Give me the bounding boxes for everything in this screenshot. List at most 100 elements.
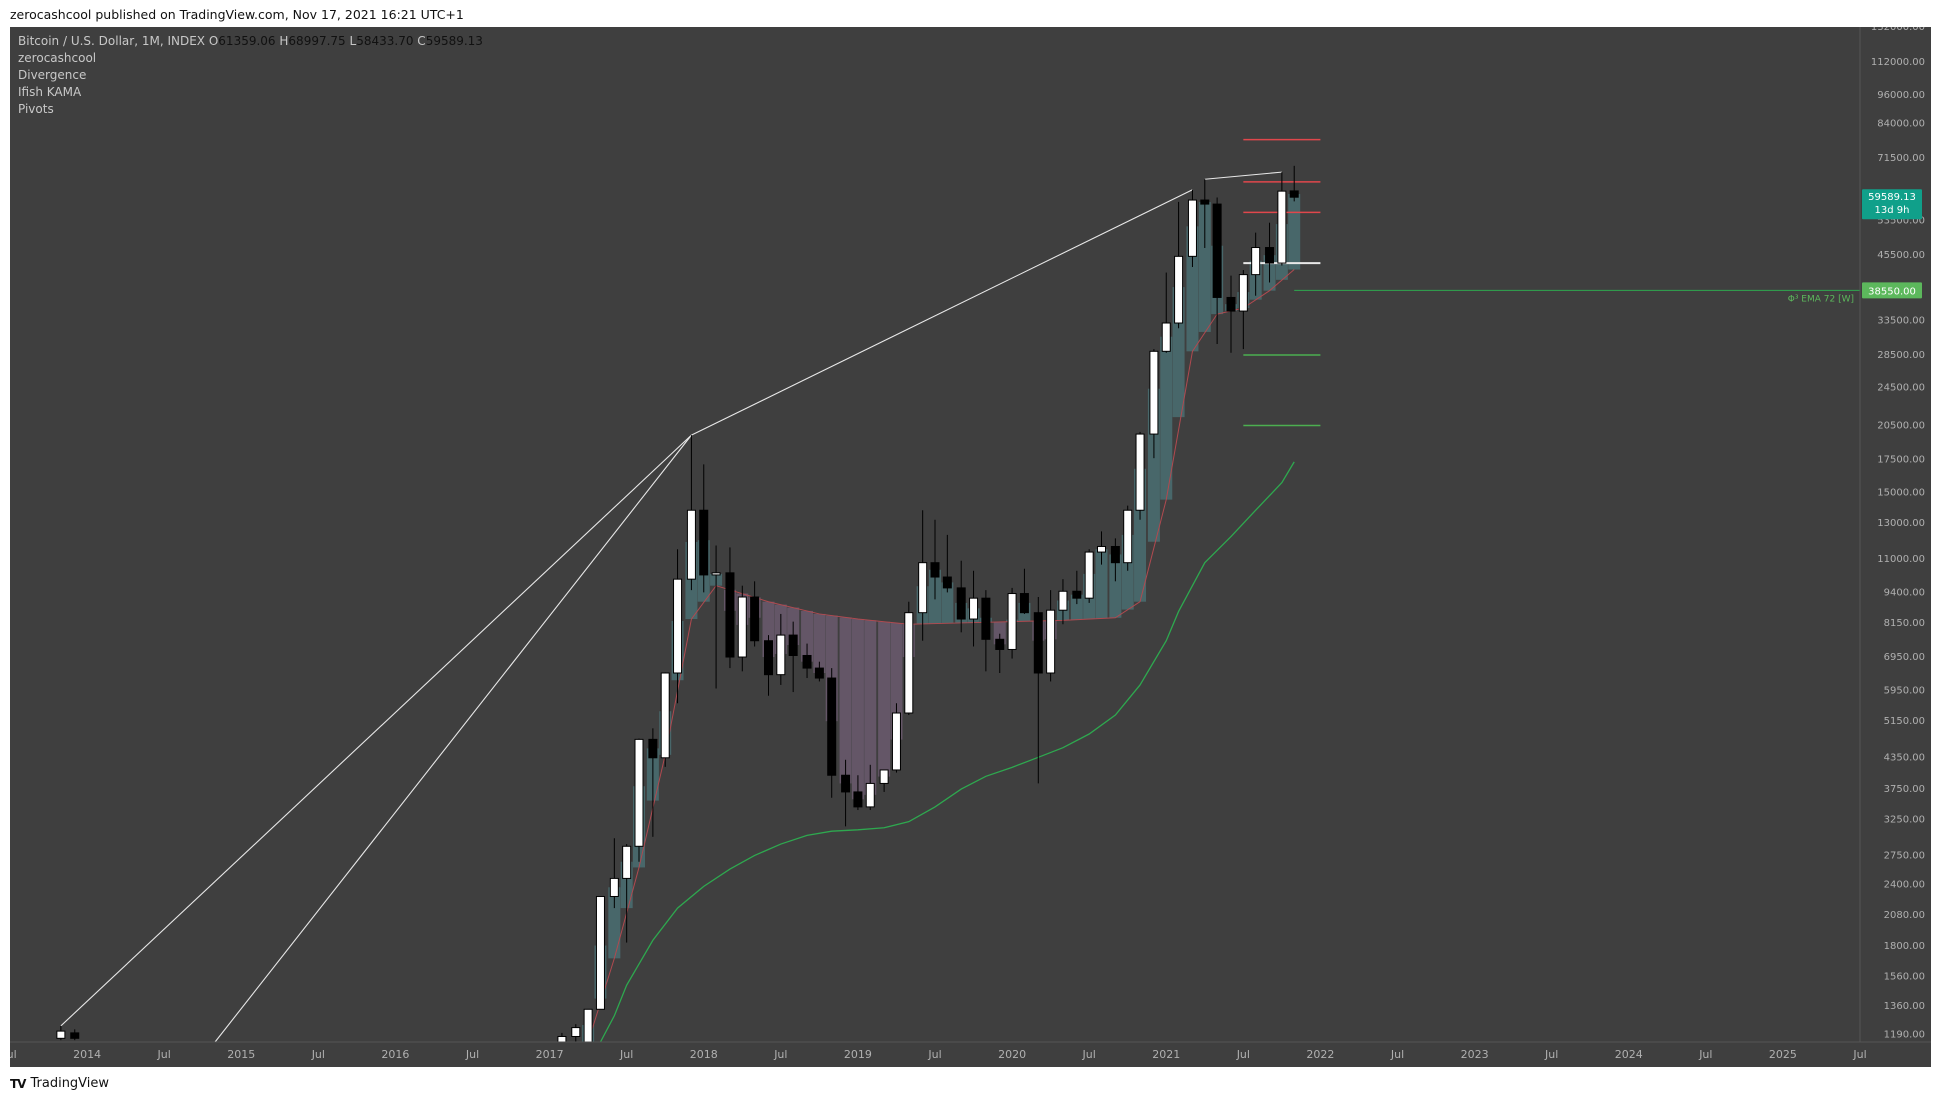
candles-layer [56,165,1299,1043]
time-tick-label: Jul [10,1048,17,1061]
price-tick-label: 3750.00 [1884,784,1925,795]
price-tick-label: 28500.00 [1877,350,1925,361]
price-tick-label: 6950.00 [1884,652,1925,663]
candle-body [1161,322,1171,352]
price-axis: 1190.00 1360.00 1560.00 1800.00 2080.00 2400.… [1859,27,1931,1067]
high-label: H [279,34,289,48]
indicator-ifish-kama[interactable]: Ifish KAMA [18,85,82,99]
price-tick-label: 2400.00 [1884,880,1925,891]
price-tick-label: 96000.00 [1877,90,1925,101]
divergence-line [1204,171,1282,180]
indicator-zerocashcool[interactable]: zerocashcool [18,51,97,65]
open-value: 61359.06 [218,34,276,48]
candle-body [1058,590,1068,611]
time-tick-label: 2018 [690,1048,718,1061]
price-tick-label: 1800.00 [1884,941,1925,952]
time-tick-label: Jul [1852,1048,1866,1061]
ema-price-tag [1862,282,1922,299]
kama-band-segment [839,617,852,784]
price-tick-label: 71500.00 [1877,153,1925,164]
price-tick-label: 24500.00 [1877,382,1925,393]
divergence-line [60,434,692,1027]
price-tick-label: 84000.00 [1877,119,1925,130]
candle-body [1007,593,1017,650]
kama-fill-layer [10,27,1931,1067]
kama-band-segment [1198,202,1211,332]
price-tick-label: 1560.00 [1884,972,1925,983]
time-tick-label: Jul [465,1048,479,1061]
candle-body [750,596,760,642]
footer-brand: TV TradingView [10,1076,109,1091]
indicator-pivots[interactable]: Pivots [18,102,54,116]
last-price-tag [1862,189,1922,220]
price-tick-label: 1360.00 [1884,1001,1925,1012]
time-tick-label: 2021 [1152,1048,1180,1061]
candle-body [1174,255,1184,324]
divergence-line [214,434,692,1043]
time-tick-label: Jul [619,1048,633,1061]
candle-body [1187,199,1197,257]
candle-body [1251,247,1261,276]
chart-background [10,27,1931,1067]
price-tick-label: 3250.00 [1884,815,1925,826]
time-axis: Jul 2014 Jul 2015 Jul 2016 Jul 2017 Jul 2018 Jul 20… [10,1041,1931,1067]
candle-body [865,782,875,808]
price-tick-label: 15000.00 [1877,487,1925,498]
candle-body [1046,609,1056,674]
price-tick-label: 11000.00 [1877,554,1925,565]
candle-body [776,634,786,676]
kama-band-segment [1186,226,1199,352]
candle-body [995,638,1005,650]
time-tick-label: 2023 [1461,1048,1489,1061]
price-tick-label: 2750.00 [1884,850,1925,861]
price-tick-label: 9400.00 [1884,587,1925,598]
kama-band-segment [608,887,621,959]
price-tick-label: 53500.00 [1877,215,1925,226]
candle-body [699,509,709,576]
price-tick-label: 5150.00 [1884,716,1925,727]
time-tick-label: Jul [1082,1048,1096,1061]
time-axis-background [10,1042,1931,1067]
candle-body [609,877,619,897]
time-tick-label: Jul [1544,1048,1558,1061]
candle-body [725,572,735,658]
high-value: 68997.75 [288,34,346,48]
divergence-line [691,189,1193,436]
chart-panel[interactable]: Φ³ EMA 72 [W] 1190.00 1360.00 1560.00 1800.… [10,27,1931,1067]
candle-body [930,562,940,578]
publish-info: zerocashcool published on TradingView.co… [10,7,464,22]
candle-body [1265,247,1275,264]
chart-legend: Bitcoin / U.S. Dollar, 1M, INDEX O61359.… [18,33,483,118]
candle-body [622,845,632,879]
kama-band-segment [813,613,826,673]
kama-band-segment [1070,594,1083,620]
candle-body [918,562,928,614]
candle-body [557,1035,567,1043]
low-label: L [349,34,357,48]
price-tick-label: 8150.00 [1884,618,1925,629]
candle-body [1289,190,1299,198]
candle-body [1019,593,1029,614]
open-label: O [208,34,219,48]
kama-band-segment [801,610,814,662]
price-tick-label: 17500.00 [1877,454,1925,465]
ema-weekly-label: Φ³ EMA 72 [W] [1788,294,1854,304]
footer-brand-name: TradingView [30,1076,110,1091]
indicator-divergence[interactable]: Divergence [18,68,87,82]
candle-body [1238,274,1248,312]
candle-body [56,1030,66,1039]
price-chart[interactable]: Φ³ EMA 72 [W] 1190.00 1360.00 1560.00 1800.… [10,27,1931,1067]
candle-body [737,596,747,658]
kama-band-segment [1160,336,1173,500]
candle-body [571,1027,581,1037]
time-tick-label: Jul [157,1048,171,1061]
kama-band-segment [864,620,877,795]
kama-band-segment [851,619,864,800]
time-tick-label: 2024 [1615,1048,1643,1061]
kama-band-segment [993,621,1006,645]
candle-body [1097,545,1106,553]
candle-body [788,634,798,656]
price-tick-label: 1190.00 [1884,1030,1925,1041]
candle-body [802,654,812,669]
candle-body [711,572,721,576]
